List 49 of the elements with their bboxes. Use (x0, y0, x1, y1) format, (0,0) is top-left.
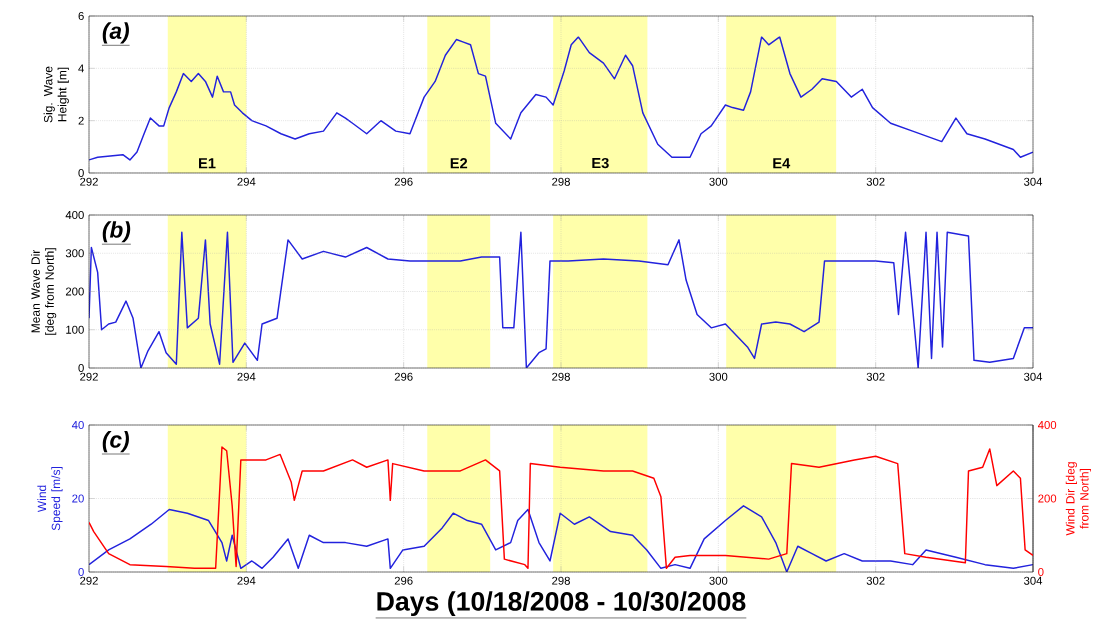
x-tick-label: 298 (552, 177, 570, 186)
y-axis-title: Sig. Wave Height [m] (43, 66, 69, 123)
y2-tick-label: 0 (1038, 568, 1044, 577)
x-tick-label: 304 (1023, 177, 1043, 186)
x-tick-label: 294 (237, 177, 256, 186)
x-tick-label: 304 (1023, 372, 1043, 381)
y-tick-label: 20 (72, 494, 84, 503)
chart-title: (c) (102, 431, 129, 453)
y2-tick-label: 200 (1038, 494, 1057, 503)
line-series (89, 505, 1033, 572)
x-axis-title: Days (10/18/2008 - 10/30/2008 (377, 591, 746, 617)
chart-title: (a) (102, 22, 129, 44)
y-axis-title: Mean Wave Dir [deg from North] (31, 248, 57, 335)
x-tick-label: 292 (80, 576, 98, 585)
x-tick-label: 296 (394, 576, 413, 585)
x-tick-label: 300 (709, 372, 728, 381)
x-tick-label: 302 (866, 372, 885, 381)
x-tick-label: 302 (866, 177, 885, 186)
x-tick-label: 292 (80, 372, 98, 381)
y-tick-label: 4 (78, 64, 84, 73)
x-tick-label: 296 (394, 372, 413, 381)
y-tick-label: 40 (71, 421, 84, 430)
band-label: E4 (773, 158, 791, 169)
x-tick-label: 304 (1023, 576, 1043, 585)
y-tick-label: 2 (78, 116, 84, 125)
x-tick-label: 298 (552, 576, 570, 585)
y-tick-label: 100 (66, 325, 84, 334)
y2-axis-title: Wind Dir [deg from North] (1065, 462, 1091, 536)
chart-title: (b) (102, 221, 131, 243)
x-tick-label: 302 (866, 576, 885, 585)
band-label: E3 (592, 157, 609, 169)
y-axis-title: Wind Speed [m/s] (37, 467, 63, 531)
band-label: E2 (450, 158, 468, 169)
y-tick-label: 0 (78, 568, 84, 577)
y-tick-label: 6 (78, 12, 84, 21)
band-label: E1 (199, 158, 216, 169)
y-tick-label: 300 (65, 249, 84, 258)
x-tick-label: 296 (394, 177, 413, 186)
y-tick-label: 0 (78, 364, 84, 372)
x-tick-label: 294 (237, 576, 256, 585)
x-tick-label: 300 (709, 576, 728, 585)
x-tick-label: 298 (552, 372, 570, 381)
y-tick-label: 0 (78, 169, 84, 177)
x-tick-label: 300 (709, 177, 728, 186)
y2-tick-label: 400 (1037, 421, 1057, 430)
y-tick-label: 200 (65, 287, 84, 296)
x-tick-label: 294 (237, 372, 256, 381)
y-tick-label: 400 (65, 211, 84, 220)
x-tick-label: 292 (80, 177, 98, 186)
